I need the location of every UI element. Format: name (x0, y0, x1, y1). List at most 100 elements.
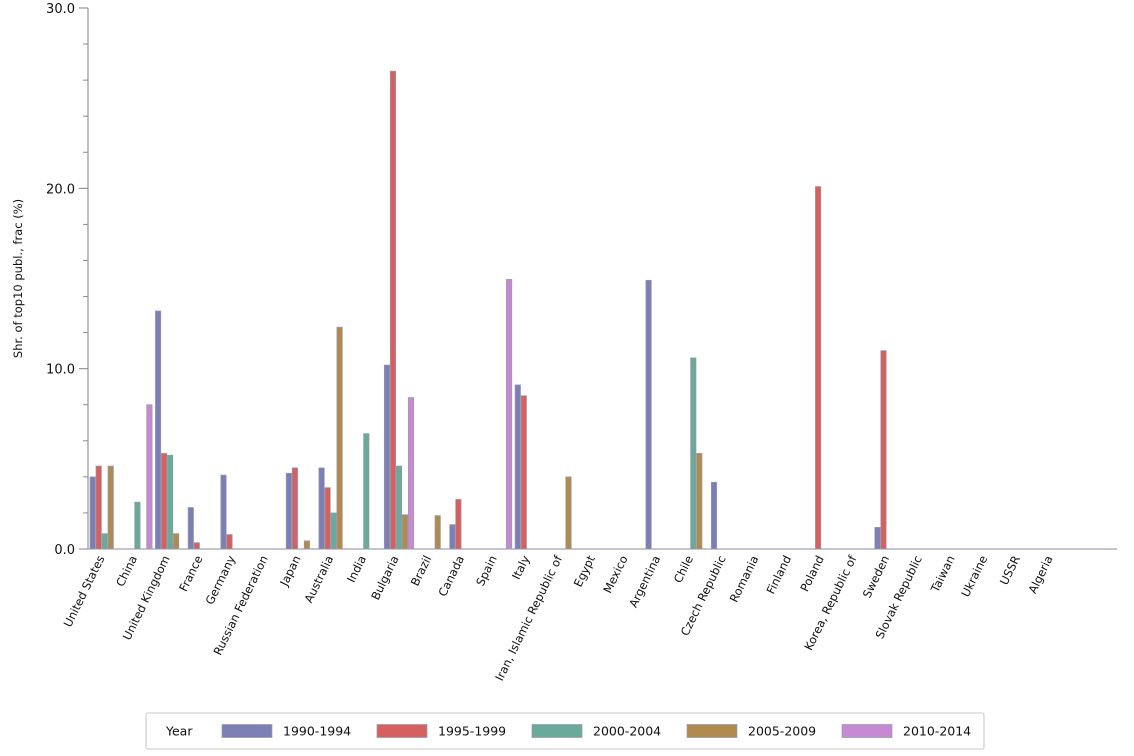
bar (696, 453, 703, 550)
bar (383, 364, 391, 550)
legend-swatch-1990-1994 (221, 724, 273, 738)
x-axis-tick-label: Poland (797, 553, 826, 594)
bar (89, 476, 96, 550)
x-axis-tick-label: Argentina (626, 553, 663, 610)
x-axis-tick-label: Japan (277, 553, 304, 589)
bar (146, 404, 153, 550)
x-axis-tick-label-group: Romania (727, 553, 762, 604)
y-axis-tick-label: 0.0 (54, 543, 75, 558)
bar (101, 533, 108, 550)
x-axis-tick-label: Ukraine (958, 553, 990, 599)
x-axis-tick-label-group: Egypt (571, 553, 598, 589)
x-axis-tick-label: Romania (727, 553, 762, 604)
x-axis-tick-label: Taiwan (927, 553, 957, 595)
bar (874, 527, 881, 550)
bar (95, 465, 102, 550)
x-axis-tick-label-group: Bulgaria (368, 553, 401, 602)
bar (318, 467, 325, 550)
x-axis-tick-label: Algeria (1025, 553, 1055, 595)
x-axis-tick-label: India (344, 553, 369, 585)
x-axis-tick-label-group: Iran, Islamic Republic of (492, 552, 565, 683)
bar (291, 467, 298, 550)
x-axis-tick-label: Spain (473, 553, 500, 588)
x-axis-tick-label-group: Mexico (600, 553, 630, 595)
bar (336, 326, 343, 550)
x-axis-tick-label-group: India (344, 553, 369, 585)
x-axis-tick-label-group: Spain (473, 553, 500, 588)
x-axis-tick-label: Mexico (600, 553, 630, 595)
legend-label-1995-1999: 1995-1999 (438, 724, 506, 739)
x-axis-tick-label-group: United States (61, 553, 108, 629)
x-axis-tick-label-group: Italy (509, 553, 533, 582)
bar (514, 384, 521, 550)
bar (324, 487, 331, 550)
x-axis-tick-label: Australia (301, 553, 336, 605)
x-axis-tick-label-group: Australia (301, 553, 336, 605)
bar (880, 350, 887, 550)
bar (520, 395, 527, 550)
bar (161, 453, 168, 550)
x-axis-tick-label-group: France (176, 553, 205, 594)
x-axis-tick-label: Iran, Islamic Republic of (492, 552, 565, 683)
bar (389, 70, 397, 550)
x-axis-tick-label: United States (61, 553, 108, 629)
legend: Year 1990-1994 1995-1999 2000-2004 2005-2009… (145, 712, 985, 750)
bar (690, 357, 697, 550)
bar (506, 279, 513, 550)
x-axis-tick-label-group: Poland (797, 553, 826, 594)
x-axis-tick-label-group: Argentina (626, 553, 663, 610)
x-axis-tick-label-group: Canada (435, 553, 467, 598)
legend-swatch-2005-2009 (686, 724, 738, 738)
legend-label-2000-2004: 2000-2004 (593, 724, 661, 739)
x-axis-tick-label: USSR (997, 553, 1023, 587)
x-axis-tick-label-group: China (113, 553, 140, 589)
bar (363, 433, 370, 550)
bar (303, 540, 310, 550)
bar (645, 279, 652, 550)
x-axis-tick-label: Italy (509, 553, 533, 582)
bar (395, 465, 403, 550)
legend-label-2010-2014: 2010-2014 (903, 724, 971, 739)
bar (330, 512, 337, 550)
x-axis-tick-label: France (176, 553, 205, 594)
x-axis-tick-label-group: Sweden (860, 553, 893, 600)
bar (285, 472, 292, 550)
legend-title: Year (165, 724, 193, 739)
x-axis-tick-label: Brazil (408, 553, 435, 588)
axes: 0.0 10.0 20.0 30.0 Shr. of top10 publ., frac… (11, 2, 1117, 558)
bar (187, 507, 194, 550)
x-axis-tick-label-group: Finland (763, 553, 794, 596)
legend-label-2005-2009: 2005-2009 (748, 724, 816, 739)
x-axis-tick-label-group: Taiwan (927, 553, 957, 595)
x-axis-tick-label: Canada (435, 553, 467, 598)
x-axis-tick-label: Finland (763, 553, 794, 596)
y-axis-tick-label: 20.0 (46, 182, 75, 197)
bar (134, 501, 141, 550)
legend-swatch-2000-2004 (531, 724, 583, 738)
bar (449, 524, 456, 550)
bar (220, 474, 227, 550)
bar (401, 514, 409, 550)
y-axis-tick-label: 10.0 (46, 363, 75, 378)
x-axis-tick-label-group: Chile (671, 553, 696, 585)
x-axis-tick-label: China (113, 553, 140, 589)
x-axis-tick-label: Egypt (571, 553, 598, 589)
bar (407, 397, 415, 550)
bar (107, 465, 114, 550)
x-axis-tick-label-group: Japan (277, 553, 304, 589)
bar (710, 481, 718, 550)
x-axis-tick-label-group: Brazil (408, 553, 435, 588)
bar (167, 454, 174, 550)
x-axis-tick-label-group: Germany (202, 553, 238, 607)
bar (193, 542, 200, 550)
legend-swatch-1995-1999 (376, 724, 428, 738)
x-axis-tick-label-group: USSR (997, 553, 1023, 587)
legend-swatch-2010-2014 (841, 724, 893, 738)
bar (173, 533, 180, 550)
bar (155, 310, 162, 550)
legend-label-1990-1994: 1990-1994 (283, 724, 351, 739)
x-axis-tick-label-group: Ukraine (958, 553, 990, 599)
y-axis-title: Shr. of top10 publ., frac (%) (11, 199, 25, 358)
